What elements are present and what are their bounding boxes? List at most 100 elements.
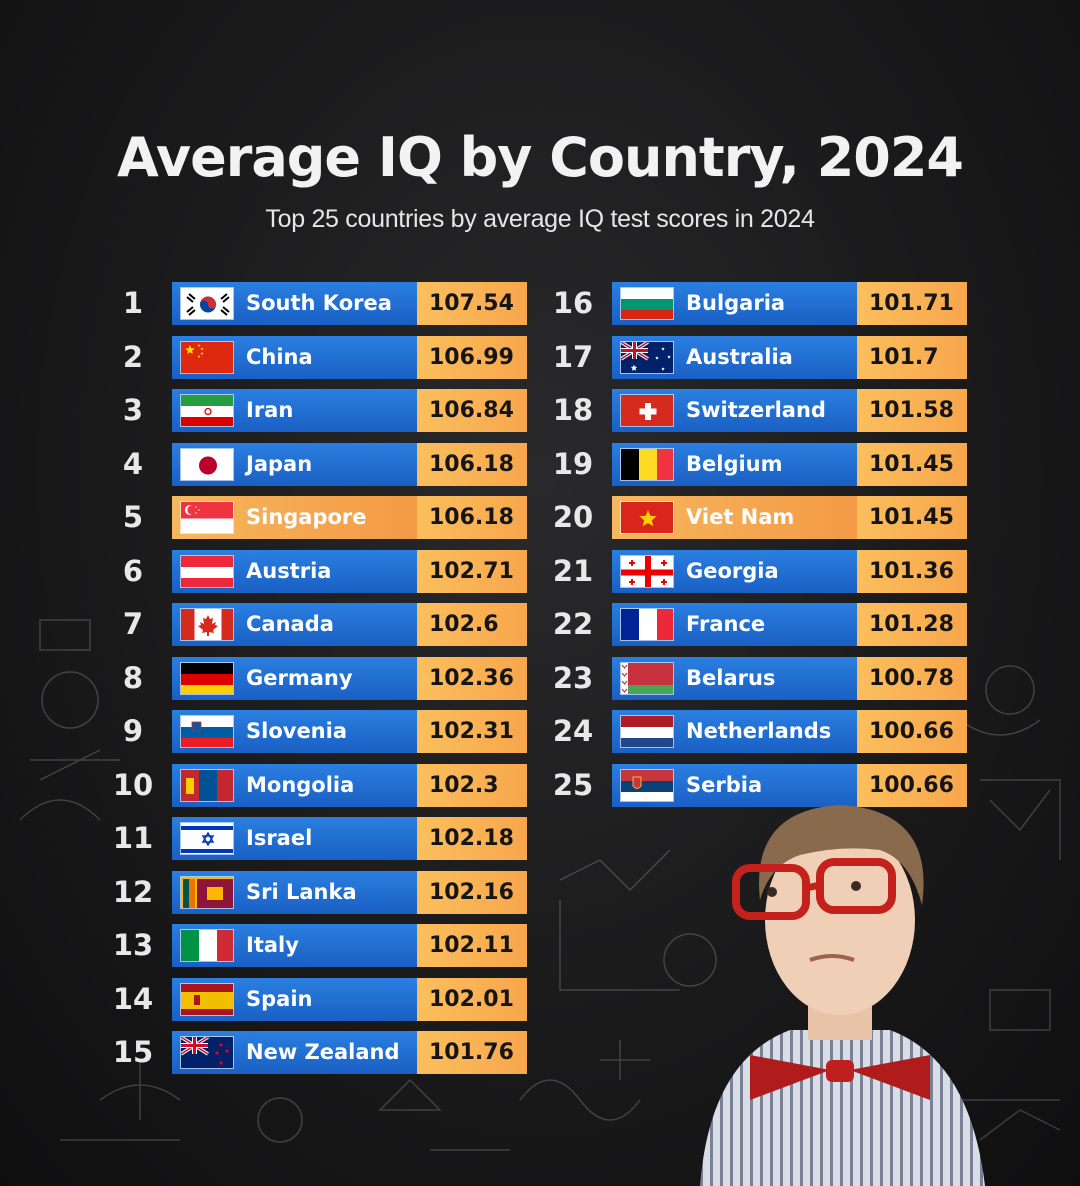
ranking-row-germany: 8 Germany 102.36 <box>100 656 530 700</box>
rank-number: 1 <box>122 286 144 320</box>
country-name: Belgium <box>686 451 783 476</box>
chart-subtitle: Top 25 countries by average IQ test scor… <box>265 205 815 233</box>
country-name: Slovenia <box>246 719 348 743</box>
ranking-row-mongolia: 10 Mongolia 102.3 <box>100 763 530 807</box>
country-name: Viet Nam <box>686 505 795 529</box>
country-bar: Netherlands <box>612 710 857 753</box>
country-name: Belarus <box>686 665 776 690</box>
ranking-row-france: 22 France 101.28 <box>540 603 970 646</box>
country-name: China <box>246 344 313 369</box>
ranking-row-new-zealand: 15 New Zealand 101.76 <box>100 1031 530 1074</box>
ranking-row-viet-nam: 20 Viet Nam 101.45 <box>540 496 970 539</box>
ranking-row-iran: 3 Iran 106.84 <box>100 389 530 432</box>
country-bar: Canada <box>172 603 417 646</box>
iq-score: 101.58 <box>857 389 967 432</box>
belgium-flag <box>620 447 674 481</box>
country-bar: Italy <box>172 924 417 967</box>
belarus-flag <box>620 661 674 695</box>
country-bar: Belgium <box>612 442 857 486</box>
iq-score: 100.66 <box>857 763 967 807</box>
rank-number: 12 <box>112 874 154 909</box>
iq-score: 106.84 <box>417 389 527 432</box>
chart-title: Average IQ by Country, 2024 <box>117 126 964 189</box>
country-bar: Switzerland <box>612 389 857 432</box>
country-bar: Serbia <box>612 763 857 807</box>
country-name: Australia <box>686 344 793 369</box>
rank-number: 11 <box>112 821 154 855</box>
rank-number: 15 <box>112 1035 154 1069</box>
country-name: Serbia <box>686 772 763 797</box>
ranking-row-china: 2 China 106.99 <box>100 335 530 379</box>
country-bar: Germany <box>172 656 417 700</box>
iq-score: 102.6 <box>417 603 527 646</box>
rank-number: 4 <box>122 446 144 481</box>
ranking-row-sri-lanka: 12 Sri Lanka 102.16 <box>100 870 530 914</box>
ranking-row-italy: 13 Italy 102.11 <box>100 924 530 967</box>
country-name: Israel <box>246 826 313 850</box>
iq-score: 102.71 <box>417 549 527 593</box>
singapore-flag <box>180 501 234 534</box>
iq-score: 102.18 <box>417 817 527 860</box>
rank-number: 22 <box>552 607 594 641</box>
boy-with-glasses-photo <box>700 805 985 1186</box>
iq-score: 101.36 <box>857 549 967 593</box>
viet-nam-flag <box>620 501 674 534</box>
country-name: Japan <box>246 451 313 476</box>
ranking-row-belarus: 23 Belarus 100.78 <box>540 656 970 700</box>
rank-number: 14 <box>112 981 154 1016</box>
country-bar: New Zealand <box>172 1031 417 1074</box>
iq-score: 102.3 <box>417 763 527 807</box>
japan-flag <box>180 447 234 481</box>
ranking-row-israel: 11 Israel 102.18 <box>100 817 530 860</box>
rank-number: 24 <box>552 714 594 748</box>
country-bar: Belarus <box>612 656 857 700</box>
country-name: Switzerland <box>686 398 826 422</box>
spain-flag <box>180 982 234 1016</box>
country-name: Germany <box>246 665 353 690</box>
iq-score: 101.28 <box>857 603 967 646</box>
ranking-row-slovenia: 9 Slovenia 102.31 <box>100 710 530 753</box>
rank-number: 17 <box>552 339 594 374</box>
country-name: Georgia <box>686 558 779 583</box>
country-name: South Korea <box>246 291 392 315</box>
canada-flag <box>180 608 234 641</box>
country-bar: Spain <box>172 977 417 1021</box>
rank-number: 9 <box>122 714 144 748</box>
ranking-row-serbia: 25 Serbia 100.66 <box>540 763 970 807</box>
rank-number: 2 <box>122 339 144 374</box>
mongolia-flag <box>180 768 234 802</box>
rank-number: 21 <box>552 553 594 588</box>
iq-score: 106.99 <box>417 335 527 379</box>
iq-score: 101.7 <box>857 335 967 379</box>
ranking-row-belgium: 19 Belgium 101.45 <box>540 442 970 486</box>
iran-flag <box>180 394 234 427</box>
rank-number: 3 <box>122 393 144 427</box>
country-name: Spain <box>246 986 313 1011</box>
country-bar: Japan <box>172 442 417 486</box>
ranking-column-right: 16 Bulgaria 101.71 17 Australia 101.7 18 Switze… <box>540 282 970 817</box>
ranking-row-switzerland: 18 Switzerland 101.58 <box>540 389 970 432</box>
iq-score: 102.11 <box>417 924 527 967</box>
country-bar: Georgia <box>612 549 857 593</box>
country-name: Sri Lanka <box>246 879 357 904</box>
ranking-row-bulgaria: 16 Bulgaria 101.71 <box>540 282 970 325</box>
ranking-row-australia: 17 Australia 101.7 <box>540 335 970 379</box>
iq-score: 106.18 <box>417 442 527 486</box>
country-bar: Austria <box>172 549 417 593</box>
ranking-row-netherlands: 24 Netherlands 100.66 <box>540 710 970 753</box>
country-name: Canada <box>246 612 334 636</box>
iq-score: 101.76 <box>417 1031 527 1074</box>
country-bar: Australia <box>612 335 857 379</box>
france-flag <box>620 608 674 641</box>
switzerland-flag <box>620 394 674 427</box>
country-name: Singapore <box>246 505 367 529</box>
country-bar: Iran <box>172 389 417 432</box>
country-name: Netherlands <box>686 719 832 743</box>
iq-score: 102.31 <box>417 710 527 753</box>
iq-score: 102.36 <box>417 656 527 700</box>
ranking-row-austria: 6 Austria 102.71 <box>100 549 530 593</box>
china-flag <box>180 340 234 374</box>
country-name: Italy <box>246 933 299 957</box>
ranking-row-south-korea: 1 South Korea 107.54 <box>100 282 530 325</box>
country-name: New Zealand <box>246 1040 400 1064</box>
